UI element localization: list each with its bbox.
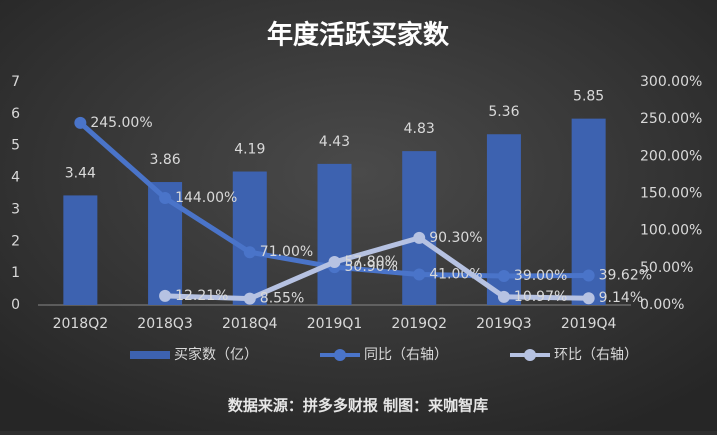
x-tick-label: 2019Q3 (476, 316, 532, 332)
data-label: 12.21% (175, 288, 228, 304)
data-label: 9.14% (599, 290, 643, 306)
data-label: 4.83 (404, 121, 435, 137)
y-tick-label: 5 (11, 138, 20, 154)
data-label: 90.30% (429, 230, 482, 246)
point (413, 268, 426, 281)
point (413, 231, 426, 244)
x-tick-label: 2018Q4 (222, 316, 278, 332)
data-label: 39.62% (599, 268, 652, 284)
y-tick-label: 7 (11, 74, 20, 90)
x-tick-label: 2019Q2 (391, 316, 447, 332)
point (497, 270, 510, 283)
point (159, 289, 172, 302)
legend-swatch (130, 351, 170, 359)
data-label: 5.85 (573, 89, 604, 105)
data-label: 3.86 (149, 152, 180, 168)
point (497, 290, 510, 303)
data-label: 39.00% (514, 268, 567, 284)
point (159, 191, 172, 204)
point (243, 246, 256, 259)
bar (317, 163, 352, 305)
data-label: 245.00% (90, 115, 152, 131)
chart-title: 年度活跃买家数 (267, 20, 450, 51)
source: 数据来源：拼多多财报 制图：来咖智库 (228, 397, 488, 415)
data-label: 57.80% (345, 254, 398, 270)
point (74, 116, 87, 129)
y2-tick-label: 100.00% (640, 223, 702, 239)
point (582, 292, 595, 305)
data-label: 5.36 (488, 104, 519, 120)
x-tick-label: 2018Q2 (53, 316, 109, 332)
y-tick-label: 6 (11, 106, 20, 122)
y2-tick-label: 0.00% (640, 297, 684, 313)
bar (232, 171, 267, 305)
data-label: 8.55% (260, 291, 304, 307)
legend-label: 环比（右轴） (554, 347, 638, 363)
legend-label: 买家数（亿） (174, 346, 258, 363)
legend-swatch (524, 349, 536, 361)
x-tick-label: 2019Q1 (307, 316, 363, 332)
y2-tick-label: 50.00% (640, 260, 693, 276)
line (164, 235, 589, 302)
data-label: 50.90% (345, 259, 398, 275)
x-tick-label: 2019Q4 (561, 316, 617, 332)
y2-tick-label: 200.00% (640, 148, 702, 164)
y2-tick-label: 250.00% (640, 111, 702, 127)
y-tick-label: 2 (11, 233, 20, 249)
y2-tick-label: 300.00% (640, 74, 702, 90)
y-tick-label: 0 (11, 297, 20, 313)
data-label: 144.00% (175, 190, 237, 206)
y2-tick-label: 150.00% (640, 186, 702, 202)
bar (63, 195, 98, 305)
x-tick-label: 2018Q3 (137, 316, 193, 332)
y-tick-label: 1 (11, 265, 20, 281)
point (582, 269, 595, 282)
data-label: 3.44 (65, 165, 96, 181)
legend-swatch (334, 349, 346, 361)
point (328, 256, 341, 269)
y-tick-label: 4 (11, 170, 20, 186)
legend-label: 同比（右轴） (364, 347, 448, 363)
data-label: 4.43 (319, 134, 350, 150)
data-label: 10.97% (514, 289, 567, 305)
data-label: 71.00% (260, 244, 313, 260)
point (243, 292, 256, 305)
data-label: 4.19 (234, 142, 265, 158)
y-tick-label: 3 (11, 201, 20, 217)
